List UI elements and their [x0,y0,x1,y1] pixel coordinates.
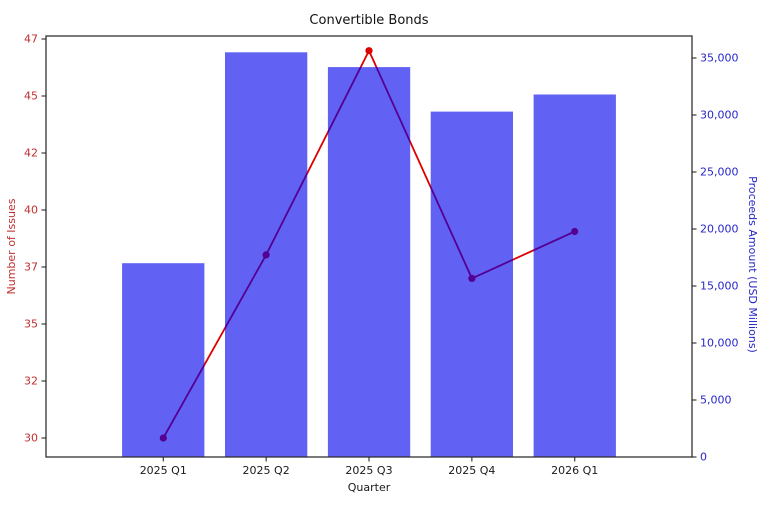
right-axis-label: Proceeds Amount (USD Millions) [746,176,759,353]
proceeds-bar [430,111,513,457]
left-axis-tick-label: 37 [24,261,38,274]
left-axis-tick-label: 32 [24,375,38,388]
left-axis-tick-label: 40 [24,204,38,217]
proceeds-bar [225,52,308,458]
left-axis-tick-label: 42 [24,147,38,160]
right-axis-tick-label: 5,000 [700,394,732,407]
proceeds-bar [533,94,616,457]
right-axis-tick-label: 10,000 [700,337,739,350]
right-axis-tick-label: 15,000 [700,280,739,293]
left-axis-label: Number of Issues [5,198,18,294]
left-axis: 30 32 35 37 40 42 45 47 [24,33,46,445]
chart-title: Convertible Bonds [309,13,428,28]
bar-series-proceeds [122,52,616,458]
right-axis: 0 5,000 10,000 15,000 20,000 25,000 30,000 35,0… [692,52,739,464]
x-axis-tick-label: 2025 Q4 [448,464,495,477]
issues-line-point [365,47,373,55]
left-axis-tick-label: 35 [24,318,38,331]
x-axis-tick-label: 2025 Q2 [243,464,290,477]
proceeds-bar [327,67,411,457]
right-axis-tick-label: 30,000 [700,109,739,122]
x-axis-tick-label: 2025 Q1 [140,464,187,477]
right-axis-tick-label: 20,000 [700,223,739,236]
right-axis-tick-label: 0 [700,451,707,464]
left-axis-tick-label: 47 [24,33,38,46]
x-axis-tick-label: 2025 Q3 [345,464,392,477]
proceeds-bar [122,263,205,457]
x-axis-tick-label: 2026 Q1 [551,464,598,477]
x-axis-label: Quarter [348,481,391,494]
x-axis: 2025 Q1 2025 Q2 2025 Q3 2025 Q4 2026 Q1 [140,457,598,477]
right-axis-tick-label: 25,000 [700,166,739,179]
left-axis-tick-label: 45 [24,90,38,103]
right-axis-tick-label: 35,000 [700,52,739,65]
left-axis-tick-label: 30 [24,432,38,445]
